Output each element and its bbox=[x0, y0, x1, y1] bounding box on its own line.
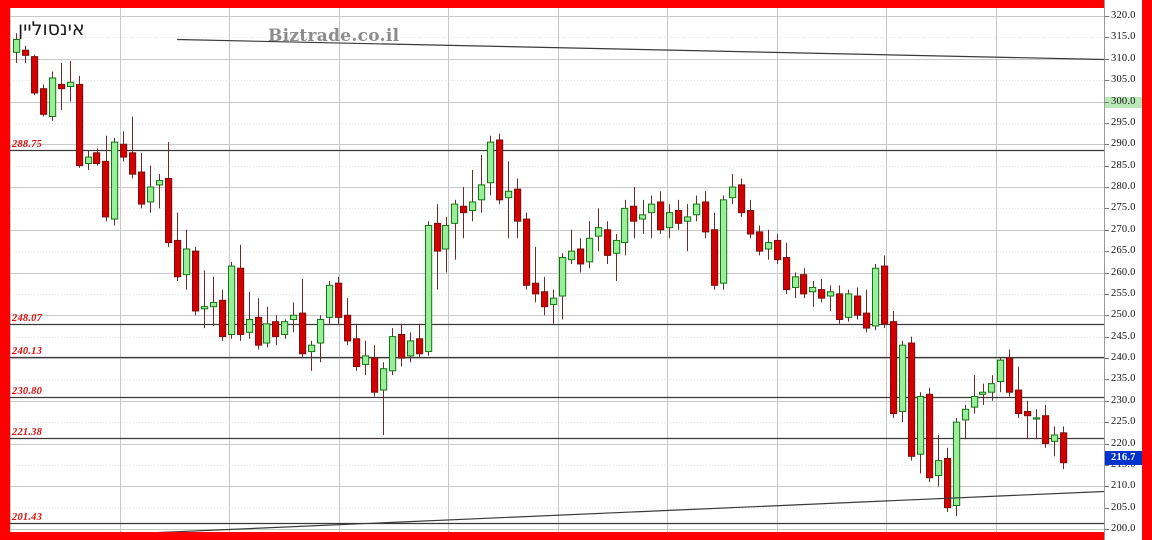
axis-tick-310-0: 310.0 bbox=[1105, 52, 1152, 66]
axis-tick-205-0: 205.0 bbox=[1105, 501, 1152, 515]
axis-tick-240-0: 240.0 bbox=[1105, 351, 1152, 365]
down-arrow-annotation bbox=[10, 8, 1104, 532]
price-band-highlight bbox=[1105, 96, 1152, 108]
right-border-strip bbox=[1142, 0, 1152, 540]
axis-tick-275-0: 275.0 bbox=[1105, 201, 1152, 215]
candlestick-series bbox=[13, 33, 1068, 517]
axis-tick-210-0: 210.0 bbox=[1105, 479, 1152, 493]
axis-tick-255-0: 255.0 bbox=[1105, 287, 1152, 301]
level-label-288-75: 288.75 bbox=[12, 138, 43, 150]
axis-tick-200-0: 200.0 bbox=[1105, 522, 1152, 536]
grid-layer bbox=[10, 8, 1104, 532]
level-lines-layer bbox=[10, 149, 1104, 525]
axis-tick-285-0: 285.0 bbox=[1105, 159, 1152, 173]
current-price-tag[interactable]: 216.7 bbox=[1105, 450, 1152, 465]
axis-tick-270-0: 270.0 bbox=[1105, 223, 1152, 237]
axis-tick-315-0: 315.0 bbox=[1105, 30, 1152, 44]
axis-tick-295-0: 295.0 bbox=[1105, 116, 1152, 130]
axis-tick-250-0: 250.0 bbox=[1105, 308, 1152, 322]
axis-tick-245-0: 245.0 bbox=[1105, 330, 1152, 344]
axis-tick-225-0: 225.0 bbox=[1105, 415, 1152, 429]
level-label-221-38: 221.38 bbox=[12, 426, 43, 438]
chart-canvas bbox=[10, 8, 1104, 532]
axis-tick-260-0: 260.0 bbox=[1105, 266, 1152, 280]
level-label-230-80: 230.80 bbox=[12, 385, 43, 397]
level-label-248-07: 248.07 bbox=[12, 312, 43, 324]
page-title: אינסוליין bbox=[18, 18, 85, 40]
watermark-label: Biztrade.co.il bbox=[268, 26, 400, 46]
level-label-240-13: 240.13 bbox=[12, 345, 43, 357]
level-label-201-43: 201.43 bbox=[12, 511, 43, 523]
axis-tick-300-0: 300.0 bbox=[1105, 95, 1152, 109]
axis-tick-320-0: 320.0 bbox=[1105, 9, 1152, 23]
axis-tick-265-0: 265.0 bbox=[1105, 244, 1152, 258]
axis-tick-220-0: 220.0 bbox=[1105, 437, 1152, 451]
axis-tick-290-0: 290.0 bbox=[1105, 137, 1152, 151]
axis-tick-235-0: 235.0 bbox=[1105, 372, 1152, 386]
axis-tick-305-0: 305.0 bbox=[1105, 73, 1152, 87]
axis-tick-230-0: 230.0 bbox=[1105, 394, 1152, 408]
chart-plot-area[interactable]: אינסוליין Biztrade.co.il 288.75 248.07 240… bbox=[10, 8, 1104, 532]
axis-tick-280-0: 280.0 bbox=[1105, 180, 1152, 194]
